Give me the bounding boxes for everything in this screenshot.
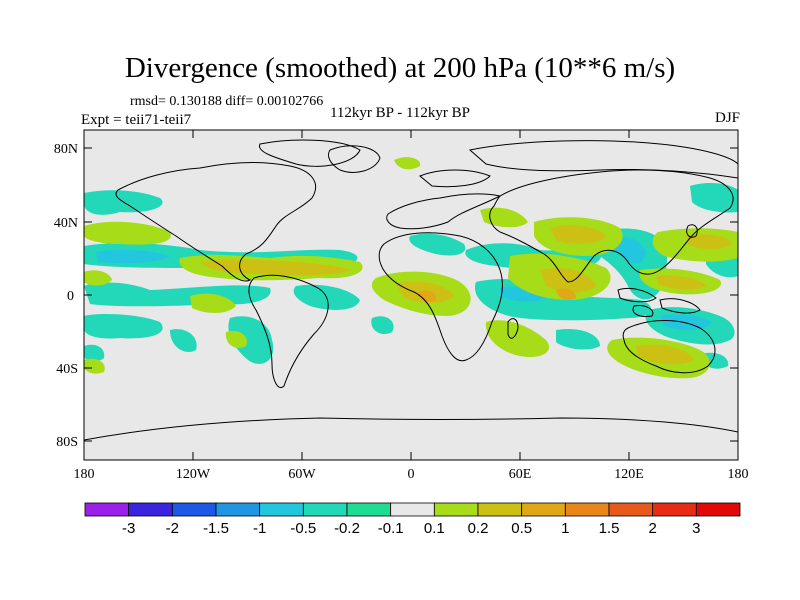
positive-divergence-strong xyxy=(418,288,576,302)
lat-tick-label: 40N xyxy=(54,216,78,231)
lon-tick-label: 120E xyxy=(614,467,644,482)
lon-tick-label: 60E xyxy=(509,467,532,482)
colorbar-label: -2 xyxy=(166,520,179,537)
colorbar-swatch xyxy=(564,502,610,517)
coastlines xyxy=(84,139,738,441)
lon-tick-label: 180 xyxy=(728,467,749,482)
colorbar-label: -1 xyxy=(253,520,266,537)
positive-divergence-cores xyxy=(200,225,732,365)
colorbar-swatch xyxy=(433,502,479,517)
lat-tick-label: 80S xyxy=(56,435,78,450)
colorbar-label: 0.1 xyxy=(424,520,445,537)
colorbar-label: -0.2 xyxy=(334,520,360,537)
lon-tickmarks xyxy=(192,130,630,460)
lon-tick-label: 180 xyxy=(74,467,95,482)
stats-text: rmsd= 0.130188 diff= 0.00102766 xyxy=(130,94,324,109)
colorbar-swatch xyxy=(521,502,566,517)
experiment-label: Expt = teii71-teii7 xyxy=(81,112,192,128)
lon-tick-label: 60W xyxy=(288,467,316,482)
colorbar-label: 0.5 xyxy=(511,520,532,537)
colorbar-label: -0.5 xyxy=(290,520,316,537)
colorbar-label: 0.2 xyxy=(468,520,489,537)
colorbar-swatch xyxy=(171,502,217,517)
lon-tick-label: 0 xyxy=(408,467,415,482)
period-label: 112kyr BP - 112kyr BP xyxy=(329,105,470,121)
lon-tick-label: 120W xyxy=(176,467,211,482)
colorbar-swatch xyxy=(302,502,348,517)
colorbar-label: 1.5 xyxy=(599,520,620,537)
colorbar-swatch xyxy=(390,502,435,517)
colorbar-swatch xyxy=(84,502,130,517)
lat-tick-label: 0 xyxy=(67,289,74,304)
plot-title: Divergence (smoothed) at 200 hPa (10**6 … xyxy=(124,52,676,84)
colorbar-label: 1 xyxy=(561,520,569,537)
lat-tick-label: 80N xyxy=(54,142,78,157)
colorbar-swatch xyxy=(695,502,741,517)
colorbar-label: -1.5 xyxy=(203,520,229,537)
colorbar-swatch xyxy=(652,502,697,517)
colorbar: -3 -2 -1.5 -1 -0.5 -0.2 -0.1 0.1 0.2 0.5 1 1.5 2 3 xyxy=(84,502,741,537)
lat-tick-label: 40S xyxy=(56,362,78,377)
colorbar-swatch xyxy=(128,502,173,517)
colorbar-swatch xyxy=(477,502,523,517)
colorbar-label: 3 xyxy=(692,520,700,537)
colorbar-swatch xyxy=(259,502,304,517)
lat-tickmarks xyxy=(84,147,738,442)
colorbar-label: 2 xyxy=(648,520,656,537)
season-label: DJF xyxy=(714,110,740,126)
colorbar-swatch xyxy=(608,502,654,517)
colorbar-swatch xyxy=(346,502,392,517)
divergence-field xyxy=(84,157,738,379)
colorbar-swatch xyxy=(215,502,261,517)
colorbar-label: -3 xyxy=(122,520,135,537)
colorbar-label: -0.1 xyxy=(378,520,404,537)
